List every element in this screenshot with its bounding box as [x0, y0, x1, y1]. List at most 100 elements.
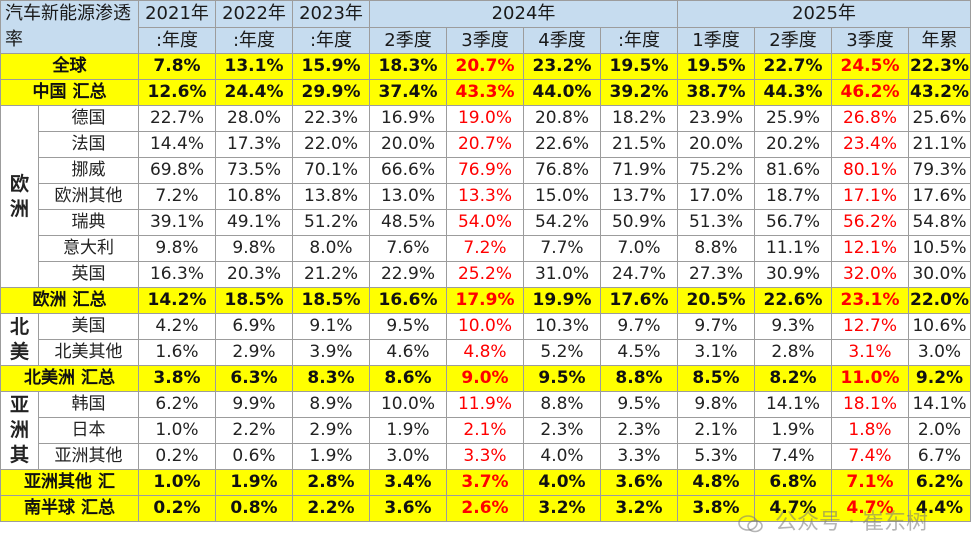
period-header: 2季度: [369, 26, 447, 54]
table-cell: 14.4%: [138, 131, 216, 158]
year-2024-header: 2024年: [369, 0, 678, 28]
row-label: 欧洲其他: [38, 183, 139, 210]
region-label-asia: 亚洲其: [0, 391, 39, 470]
table-cell: 1.9%: [215, 469, 293, 496]
table-cell: 69.8%: [138, 157, 216, 184]
table-cell: 14.2%: [138, 287, 216, 314]
table-cell: 9.9%: [215, 391, 293, 418]
table-cell: 2.1%: [677, 417, 755, 444]
table-cell: 22.6%: [754, 287, 832, 314]
table-cell: 7.2%: [446, 235, 524, 262]
table-cell: 0.8%: [215, 495, 293, 522]
table-cell: 23.4%: [831, 131, 909, 158]
table-cell: 22.3%: [908, 53, 971, 80]
table-cell: 24.4%: [215, 79, 293, 106]
table-cell: 76.8%: [523, 157, 601, 184]
table-cell: 23.9%: [677, 105, 755, 132]
row-label: 欧洲 汇总: [0, 287, 139, 314]
table-cell: 5.3%: [677, 443, 755, 470]
table-cell: 17.6%: [600, 287, 678, 314]
table-row-norway: 挪威 69.8% 73.5% 70.1% 66.6% 76.9% 76.8% 71.9% 75…: [1, 157, 971, 184]
table-cell: 7.7%: [523, 235, 601, 262]
table-cell: 73.5%: [215, 157, 293, 184]
table-cell: 19.5%: [677, 53, 755, 80]
period-header: :年度: [600, 26, 678, 54]
table-cell: 30.9%: [754, 261, 832, 288]
table-cell: 22.0%: [292, 131, 370, 158]
table-cell: 3.2%: [600, 495, 678, 522]
row-label: 亚洲其他 汇: [0, 469, 139, 496]
table-cell: 24.7%: [600, 261, 678, 288]
table-cell: 20.5%: [677, 287, 755, 314]
table-cell: 1.8%: [831, 417, 909, 444]
table-cell: 4.6%: [369, 339, 447, 366]
period-header: 1季度: [677, 26, 755, 54]
row-label: 美国: [38, 313, 139, 340]
table-cell: 54.2%: [523, 209, 601, 236]
table-cell: 19.0%: [446, 105, 524, 132]
wechat-icon: [738, 515, 763, 533]
row-label: 中国 汇总: [0, 79, 139, 106]
table-cell: 8.2%: [754, 365, 832, 392]
table-row-usa: 北美 美国 4.2% 6.9% 9.1% 9.5% 10.0% 10.3% 9.7% 9.7%…: [0, 313, 971, 366]
table-cell: 44.3%: [754, 79, 832, 106]
table-cell: 43.2%: [908, 79, 971, 106]
table-cell: 13.7%: [600, 183, 678, 210]
table-cell: 6.7%: [908, 443, 971, 470]
table-cell: 70.1%: [292, 157, 370, 184]
table-cell: 22.7%: [754, 53, 832, 80]
table-cell: 6.2%: [908, 469, 971, 496]
table-cell: 23.1%: [831, 287, 909, 314]
table-cell: 9.8%: [138, 235, 216, 262]
table-cell: 51.3%: [677, 209, 755, 236]
table-cell: 5.2%: [523, 339, 601, 366]
table-cell: 48.5%: [369, 209, 447, 236]
table-cell: 24.5%: [831, 53, 909, 80]
table-row-germany: 欧洲 德国 22.7% 28.0% 22.3% 16.9% 19.0% 20.8% 18.2…: [0, 105, 971, 288]
table-row-asia-total: 亚洲其他 汇 1.0% 1.9% 2.8% 3.4% 3.7% 4.0% 3.6% 4.8% 6…: [0, 469, 971, 496]
table-cell: 20.0%: [677, 131, 755, 158]
table-row-europe-total: 欧洲 汇总 14.2% 18.5% 18.5% 16.6% 17.9% 19.9% 17.6…: [0, 287, 971, 314]
table-cell: 3.0%: [908, 339, 971, 366]
period-header: 2季度: [754, 26, 832, 54]
table-cell: 66.6%: [369, 157, 447, 184]
table-cell: 8.8%: [523, 391, 601, 418]
table-row-japan: 日本 1.0% 2.2% 2.9% 1.9% 2.1% 2.3% 2.3% 2.1% 1.9% 1…: [1, 417, 971, 444]
table-cell: 3.9%: [292, 339, 370, 366]
table-cell: 39.2%: [600, 79, 678, 106]
table-cell: 50.9%: [600, 209, 678, 236]
table-cell: 25.9%: [754, 105, 832, 132]
table-cell: 44.0%: [523, 79, 601, 106]
table-cell: 27.3%: [677, 261, 755, 288]
table-cell: 79.3%: [908, 157, 971, 184]
table-cell: 4.7%: [754, 495, 832, 522]
period-header: :年度: [215, 26, 293, 54]
table-row-na-other: 北美其他 1.6% 2.9% 3.9% 4.6% 4.8% 5.2% 4.5% 3.1% 2.8…: [1, 339, 971, 366]
table-cell: 2.9%: [215, 339, 293, 366]
table-cell: 2.8%: [754, 339, 832, 366]
table-cell: 21.2%: [292, 261, 370, 288]
table-row-na-total: 北美洲 汇总 3.8% 6.3% 8.3% 8.6% 9.0% 9.5% 8.8% 8.5% 8…: [0, 365, 971, 392]
table-cell: 9.5%: [369, 313, 447, 340]
table-cell: 9.8%: [215, 235, 293, 262]
table-cell: 23.2%: [523, 53, 601, 80]
table-row-south-total: 南半球 汇总 0.2% 0.8% 2.2% 3.6% 2.6% 3.2% 3.2% 3.8% 4…: [0, 495, 971, 522]
table-cell: 18.5%: [292, 287, 370, 314]
table-cell: 1.0%: [138, 469, 216, 496]
table-cell: 21.1%: [908, 131, 971, 158]
table-cell: 0.6%: [215, 443, 293, 470]
table-cell: 18.7%: [754, 183, 832, 210]
table-cell: 49.1%: [215, 209, 293, 236]
table-cell: 4.2%: [138, 313, 216, 340]
row-label: 法国: [38, 131, 139, 158]
table-cell: 1.9%: [369, 417, 447, 444]
table-cell: 10.3%: [523, 313, 601, 340]
table-cell: 51.2%: [292, 209, 370, 236]
table-row-korea: 亚洲其 韩国 6.2% 9.9% 8.9% 10.0% 11.9% 8.8% 9.5% 9.8…: [0, 391, 971, 470]
table-cell: 11.1%: [754, 235, 832, 262]
table-cell: 7.1%: [831, 469, 909, 496]
table-cell: 8.3%: [292, 365, 370, 392]
table-cell: 2.6%: [446, 495, 524, 522]
table-row-italy: 意大利 9.8% 9.8% 8.0% 7.6% 7.2% 7.7% 7.0% 8.8% 11.1…: [1, 235, 971, 262]
table-cell: 20.3%: [215, 261, 293, 288]
